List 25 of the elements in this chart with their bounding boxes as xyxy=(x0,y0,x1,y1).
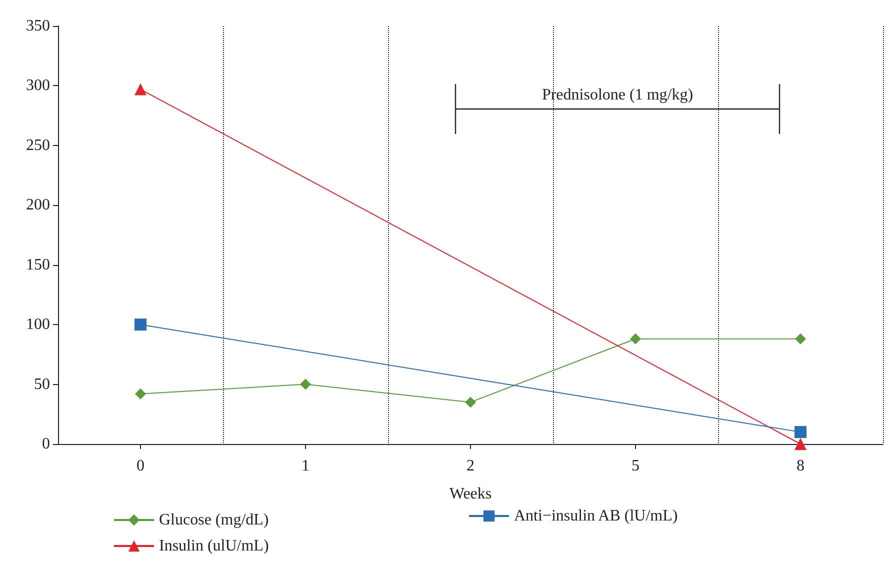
y-tick-label: 150 xyxy=(26,256,50,274)
y-tick-label: 350 xyxy=(26,18,50,34)
y-tick-label: 300 xyxy=(26,77,50,94)
legend-label: Glucose (mg/dL) xyxy=(159,512,269,528)
point xyxy=(134,318,146,331)
x-axis-title: Weeks xyxy=(449,486,492,502)
y-tick-label: 200 xyxy=(26,196,50,214)
y-tick-label: 0 xyxy=(42,436,50,452)
x-tick-label: 8 xyxy=(796,458,804,474)
x-tick-label: 2 xyxy=(466,458,474,474)
point xyxy=(300,378,311,390)
point xyxy=(794,426,806,438)
point xyxy=(795,333,806,344)
point xyxy=(135,388,146,400)
x-tick-label: 5 xyxy=(632,458,640,474)
legend-label: Anti−insulin AB (lU/mL) xyxy=(514,508,678,524)
legend-label: Insulin (ulU/mL) xyxy=(159,538,269,554)
annotation: Prednisolone (1 mg/kg) xyxy=(542,86,694,104)
x-tick-label: 0 xyxy=(136,458,144,474)
point xyxy=(465,396,476,408)
y-tick-label: 250 xyxy=(26,136,50,154)
x-tick-label: 1 xyxy=(302,458,310,474)
y-tick-label: 100 xyxy=(26,316,50,334)
point xyxy=(630,333,641,344)
y-tick-label: 50 xyxy=(34,376,50,393)
